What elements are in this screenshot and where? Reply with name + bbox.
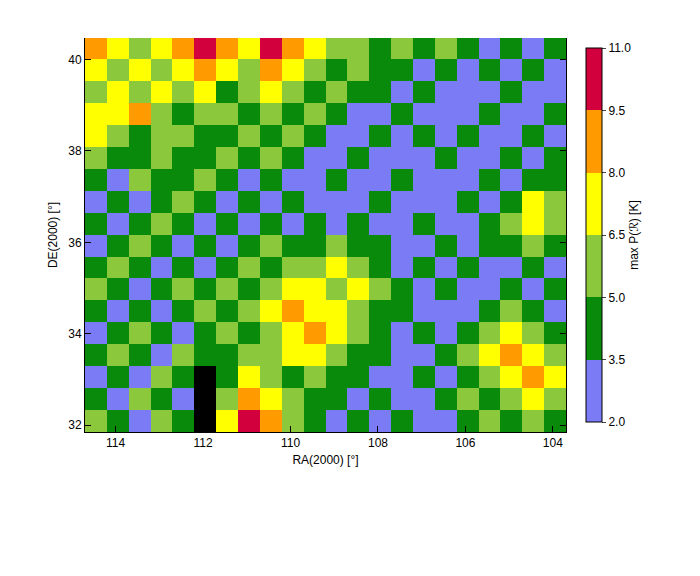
svg-text:110: 110 bbox=[281, 436, 300, 450]
svg-text:RA(2000) [°]: RA(2000) [°] bbox=[292, 453, 358, 467]
svg-text:106: 106 bbox=[455, 436, 475, 450]
svg-text:36: 36 bbox=[68, 236, 82, 250]
svg-text:6.5: 6.5 bbox=[608, 228, 625, 242]
svg-text:8.0: 8.0 bbox=[608, 166, 625, 180]
svg-text:114: 114 bbox=[106, 436, 125, 450]
svg-text:38: 38 bbox=[68, 144, 82, 158]
svg-text:3.5: 3.5 bbox=[608, 353, 625, 367]
svg-text:11.0: 11.0 bbox=[608, 41, 631, 55]
svg-text:112: 112 bbox=[193, 436, 212, 450]
svg-text:104: 104 bbox=[543, 436, 563, 450]
svg-text:DE(2000) [°]: DE(2000) [°] bbox=[46, 202, 60, 268]
svg-text:9.5: 9.5 bbox=[608, 104, 625, 118]
svg-text:5.0: 5.0 bbox=[608, 291, 625, 305]
svg-text:34: 34 bbox=[68, 327, 82, 341]
svg-text:2.0: 2.0 bbox=[608, 415, 625, 429]
svg-text:max P(ℛ) [K]: max P(ℛ) [K] bbox=[627, 200, 641, 270]
svg-text:108: 108 bbox=[368, 436, 388, 450]
svg-text:32: 32 bbox=[68, 418, 82, 432]
svg-text:40: 40 bbox=[68, 53, 82, 67]
